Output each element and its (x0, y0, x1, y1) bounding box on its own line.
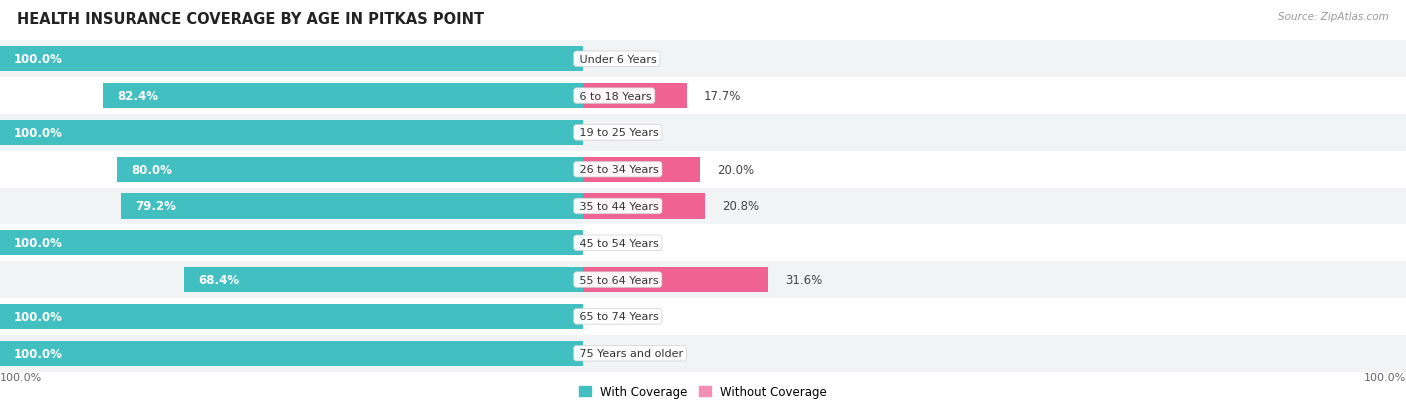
Bar (103, 84, 583, 109)
Text: 31.6%: 31.6% (785, 273, 823, 286)
Text: 35 to 44 Years: 35 to 44 Years (576, 202, 659, 211)
Text: 68.4%: 68.4% (198, 273, 239, 286)
Text: Under 6 Years: Under 6 Years (576, 55, 657, 65)
Text: 75 Years and older: 75 Years and older (576, 348, 683, 358)
Bar (0, 152, 1406, 188)
Bar (583, 194, 704, 219)
Text: 0.0%: 0.0% (600, 127, 630, 140)
Text: 100.0%: 100.0% (14, 310, 63, 323)
Bar (0, 335, 1406, 372)
Bar (0, 341, 583, 366)
Text: 100.0%: 100.0% (0, 372, 42, 382)
Bar (121, 194, 583, 219)
Bar (0, 41, 1406, 78)
Text: 100.0%: 100.0% (14, 237, 63, 250)
Text: 100.0%: 100.0% (14, 347, 63, 360)
Bar (0, 188, 1406, 225)
Text: 0.0%: 0.0% (600, 53, 630, 66)
Text: 26 to 34 Years: 26 to 34 Years (576, 165, 659, 175)
Text: 79.2%: 79.2% (135, 200, 176, 213)
Text: 100.0%: 100.0% (14, 53, 63, 66)
Bar (583, 268, 768, 292)
Text: 45 to 54 Years: 45 to 54 Years (576, 238, 659, 248)
Text: 20.0%: 20.0% (717, 163, 754, 176)
Text: 0.0%: 0.0% (600, 310, 630, 323)
Bar (583, 84, 686, 109)
Bar (0, 47, 583, 72)
Bar (184, 268, 583, 292)
Bar (0, 231, 583, 256)
Text: 82.4%: 82.4% (117, 90, 157, 103)
Text: 65 to 74 Years: 65 to 74 Years (576, 312, 659, 322)
Bar (0, 298, 1406, 335)
Text: 100.0%: 100.0% (14, 127, 63, 140)
Text: 17.7%: 17.7% (703, 90, 741, 103)
Bar (0, 78, 1406, 115)
Bar (0, 304, 583, 329)
Bar (117, 157, 583, 182)
Bar (583, 157, 700, 182)
Text: Source: ZipAtlas.com: Source: ZipAtlas.com (1278, 12, 1389, 22)
Bar (0, 261, 1406, 298)
Text: 100.0%: 100.0% (1364, 372, 1406, 382)
Bar (0, 121, 583, 145)
Text: HEALTH INSURANCE COVERAGE BY AGE IN PITKAS POINT: HEALTH INSURANCE COVERAGE BY AGE IN PITK… (17, 12, 484, 27)
Text: 0.0%: 0.0% (600, 237, 630, 250)
Bar (0, 225, 1406, 261)
Legend: With Coverage, Without Coverage: With Coverage, Without Coverage (574, 381, 832, 403)
Text: 6 to 18 Years: 6 to 18 Years (576, 91, 652, 101)
Text: 0.0%: 0.0% (600, 347, 630, 360)
Text: 80.0%: 80.0% (131, 163, 172, 176)
Bar (0, 115, 1406, 152)
Text: 55 to 64 Years: 55 to 64 Years (576, 275, 659, 285)
Text: 20.8%: 20.8% (721, 200, 759, 213)
Text: 19 to 25 Years: 19 to 25 Years (576, 128, 659, 138)
